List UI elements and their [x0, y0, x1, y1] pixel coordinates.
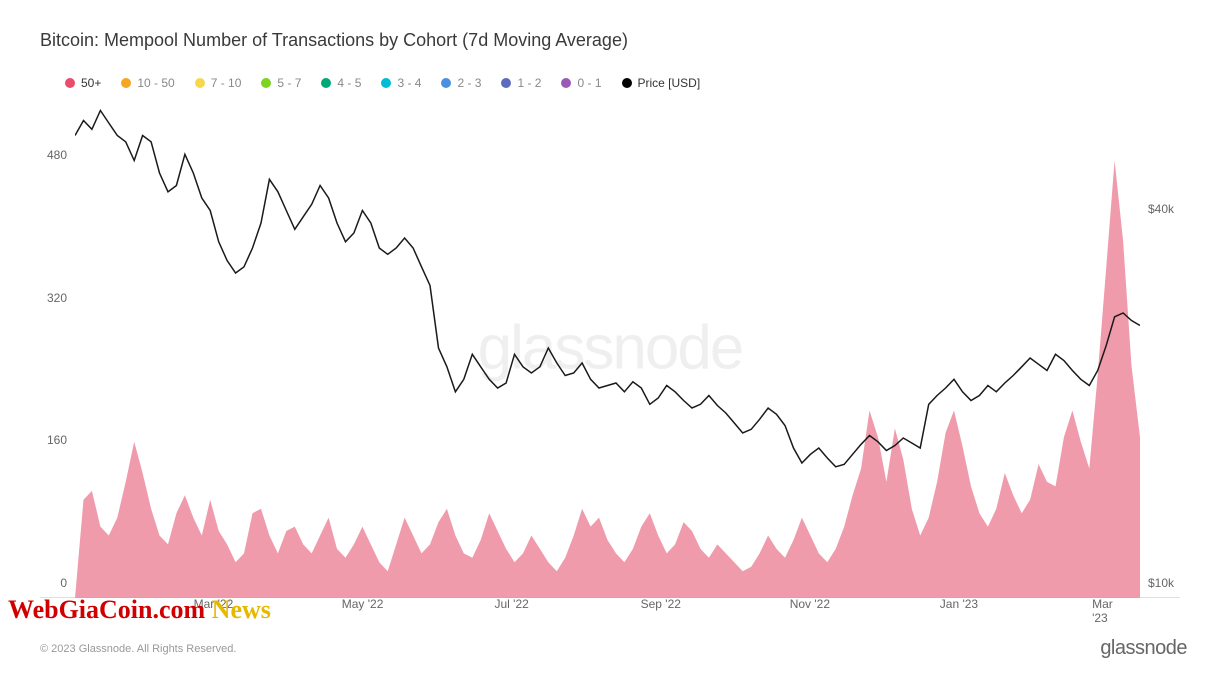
y-tick-left: 320 [47, 291, 67, 305]
legend-item[interactable]: 3 - 4 [381, 76, 421, 90]
x-tick: Jul '22 [494, 597, 528, 611]
chart-title: Bitcoin: Mempool Number of Transactions … [40, 30, 1187, 51]
x-tick: May '22 [342, 597, 384, 611]
legend-label: 7 - 10 [211, 76, 242, 90]
y-tick-left: 0 [60, 576, 67, 590]
chart-container: Bitcoin: Mempool Number of Transactions … [0, 0, 1227, 618]
legend-dot [381, 78, 391, 88]
legend-dot [65, 78, 75, 88]
legend-label: 5 - 7 [277, 76, 301, 90]
legend-label: 3 - 4 [397, 76, 421, 90]
copyright: © 2023 Glassnode. All Rights Reserved. [40, 643, 236, 655]
legend-dot [321, 78, 331, 88]
y-tick-right: $10k [1148, 576, 1174, 590]
legend-label: 4 - 5 [337, 76, 361, 90]
legend: 50+ 10 - 50 7 - 10 5 - 7 4 - 5 3 - 4 2 - 3 1 - … [40, 76, 1187, 90]
legend-item[interactable]: 10 - 50 [121, 76, 174, 90]
y-tick-left: 480 [47, 148, 67, 162]
chart-svg [75, 98, 1140, 598]
x-axis: Mar '22 May '22 Jul '22 Sep '22 Nov '22 Jan '… [75, 597, 1140, 617]
legend-label: 50+ [81, 76, 101, 90]
legend-label: 0 - 1 [577, 76, 601, 90]
legend-item[interactable]: 4 - 5 [321, 76, 361, 90]
footer: © 2023 Glassnode. All Rights Reserved. g… [40, 637, 1187, 660]
plot-area: 0160320480 $10k$40k glassnode Mar '22May… [40, 98, 1180, 598]
x-tick: Mar '22 [194, 597, 234, 611]
legend-dot [121, 78, 131, 88]
legend-item[interactable]: 50+ [65, 76, 101, 90]
price-line [75, 111, 1140, 467]
legend-dot [622, 78, 632, 88]
legend-item[interactable]: 2 - 3 [441, 76, 481, 90]
x-tick: Nov '22 [790, 597, 830, 611]
x-tick: Mar '23 [1092, 597, 1124, 625]
legend-dot [561, 78, 571, 88]
legend-dot [501, 78, 511, 88]
brand-logo: glassnode [1100, 637, 1187, 660]
y-axis-left: 0 160 320 480 [40, 98, 75, 597]
x-tick: Jan '23 [940, 597, 978, 611]
legend-dot [441, 78, 451, 88]
y-axis-right: $10k $40k [1140, 98, 1180, 597]
area-series-50plus [75, 161, 1140, 599]
legend-label: 1 - 2 [517, 76, 541, 90]
legend-label: Price [USD] [638, 76, 701, 90]
legend-item[interactable]: Price [USD] [622, 76, 701, 90]
x-tick: Sep '22 [641, 597, 681, 611]
y-tick-left: 160 [47, 433, 67, 447]
y-tick-right: $40k [1148, 202, 1174, 216]
legend-item[interactable]: 5 - 7 [261, 76, 301, 90]
legend-dot [195, 78, 205, 88]
legend-item[interactable]: 1 - 2 [501, 76, 541, 90]
legend-label: 10 - 50 [137, 76, 174, 90]
legend-label: 2 - 3 [457, 76, 481, 90]
legend-item[interactable]: 7 - 10 [195, 76, 242, 90]
legend-item[interactable]: 0 - 1 [561, 76, 601, 90]
legend-dot [261, 78, 271, 88]
